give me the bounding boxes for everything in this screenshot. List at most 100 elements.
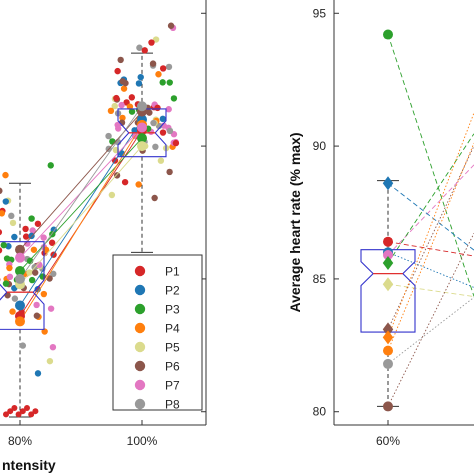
left-trial-point: [108, 191, 116, 199]
right-connector-P3: [387, 34, 474, 297]
right-box: [360, 249, 416, 333]
right-connector-P6: [387, 233, 474, 407]
left-trial-point: [135, 80, 143, 87]
left-trial-point: [22, 233, 30, 240]
left-connector-P3: [19, 137, 143, 272]
legend-label-P1: P1: [165, 265, 180, 279]
right-connector-P5: [387, 283, 474, 298]
right-xtick-label-0: 60%: [376, 434, 400, 448]
left-trial-point: [166, 127, 174, 135]
left-trial-point: [113, 172, 121, 179]
right-ytick-label-85: 85: [313, 272, 327, 286]
right-point-P4: [383, 345, 393, 356]
right-connector-P3: [387, 133, 474, 264]
left-trial-point: [119, 78, 126, 85]
left-mean-P4: [15, 316, 25, 327]
right-connector-P7: [387, 164, 474, 256]
left-trial-point: [117, 56, 124, 64]
left-trial-point: [8, 212, 15, 220]
left-mean-P6: [15, 244, 25, 255]
legend-marker-P3: [134, 303, 146, 315]
left-trial-point: [41, 328, 48, 335]
right-point-P8: [383, 358, 393, 369]
left-trial-point: [170, 95, 178, 102]
left-trial-point: [46, 275, 53, 282]
left-trial-point: [105, 132, 112, 140]
left-trial-point: [152, 143, 159, 151]
left-trial-point: [172, 139, 180, 147]
left-trial-point: [118, 101, 125, 109]
right-ytick-label-80: 80: [313, 405, 327, 419]
left-trial-point: [167, 22, 175, 29]
left-trial-point: [6, 273, 14, 281]
left-trial-point: [159, 129, 167, 136]
right-ytick-label-95: 95: [313, 6, 327, 20]
left-legend: P1 P2 P3 P4 P5 P6 P7 P8: [112, 254, 203, 412]
left-trial-point: [47, 162, 54, 169]
left-trial-point: [36, 261, 43, 269]
right-point-P3: [383, 29, 393, 40]
left-trial-point: [11, 233, 18, 241]
right-point-P1: [383, 236, 393, 247]
left-trial-point: [9, 308, 16, 315]
left-mean-P2: [15, 300, 25, 311]
legend-label-P3: P3: [165, 303, 180, 317]
left-mean-P8: [137, 101, 147, 112]
legend-marker-P6: [134, 360, 146, 372]
left-trial-point: [113, 94, 120, 102]
left-trial-point: [121, 178, 129, 186]
left-trial-point: [128, 94, 136, 101]
left-trial-point: [0, 229, 3, 236]
left-mean-P5: [137, 141, 147, 152]
left-trial-point: [47, 305, 55, 312]
left-trial-point: [159, 65, 167, 72]
legend-label-P7: P7: [165, 379, 180, 393]
left-trial-point: [3, 411, 9, 418]
left-trial-point: [34, 370, 42, 377]
left-trial-point: [120, 85, 128, 92]
legend-marker-P7: [134, 379, 146, 391]
left-trial-point: [0, 241, 7, 249]
left-mean-P3: [15, 265, 25, 276]
left-connector-P5: [19, 145, 143, 285]
left-trial-point: [149, 60, 157, 67]
legend-marker-P4: [134, 322, 146, 334]
left-trial-point: [28, 411, 35, 418]
left-trial-point: [111, 102, 118, 110]
left-trial-point: [119, 114, 126, 122]
right-point-P5: [382, 277, 394, 292]
left-trial-point: [126, 103, 134, 110]
left-trial-point: [165, 106, 172, 113]
left-trial-point: [11, 405, 18, 411]
left-trial-point: [159, 115, 167, 123]
left-trial-point: [34, 220, 42, 227]
right-panel: 80 85 90 95 60% Average heart rate (% max): [287, 0, 474, 448]
left-trial-point: [22, 225, 29, 233]
left-xtick-label-1: 100%: [127, 434, 158, 448]
left-trial-point: [6, 264, 13, 272]
right-y-axis-label: Average heart rate (% max): [287, 132, 303, 312]
left-trial-point: [30, 246, 38, 253]
legend-box: [112, 254, 203, 411]
left-trial-point: [28, 215, 35, 222]
left-trial-point: [49, 343, 57, 351]
legend-marker-P2: [134, 284, 146, 296]
left-trial-point: [155, 71, 162, 78]
right-connector-P4: [387, 142, 474, 351]
legend-label-P6: P6: [165, 360, 180, 374]
left-trial-point: [166, 79, 173, 86]
left-trial-point: [19, 342, 27, 349]
legend-label-P4: P4: [165, 322, 180, 336]
left-trial-point: [46, 357, 54, 365]
left-trial-point: [114, 67, 121, 75]
left-trial-point: [165, 63, 173, 71]
right-connector-P8: [387, 296, 474, 365]
left-trial-point: [7, 408, 14, 415]
left-trial-point: [141, 47, 148, 54]
left-trial-point: [26, 269, 33, 276]
left-trial-point: [166, 168, 173, 176]
left-trial-point: [2, 171, 9, 179]
left-trial-point: [40, 234, 47, 241]
left-trial-point: [137, 73, 144, 81]
